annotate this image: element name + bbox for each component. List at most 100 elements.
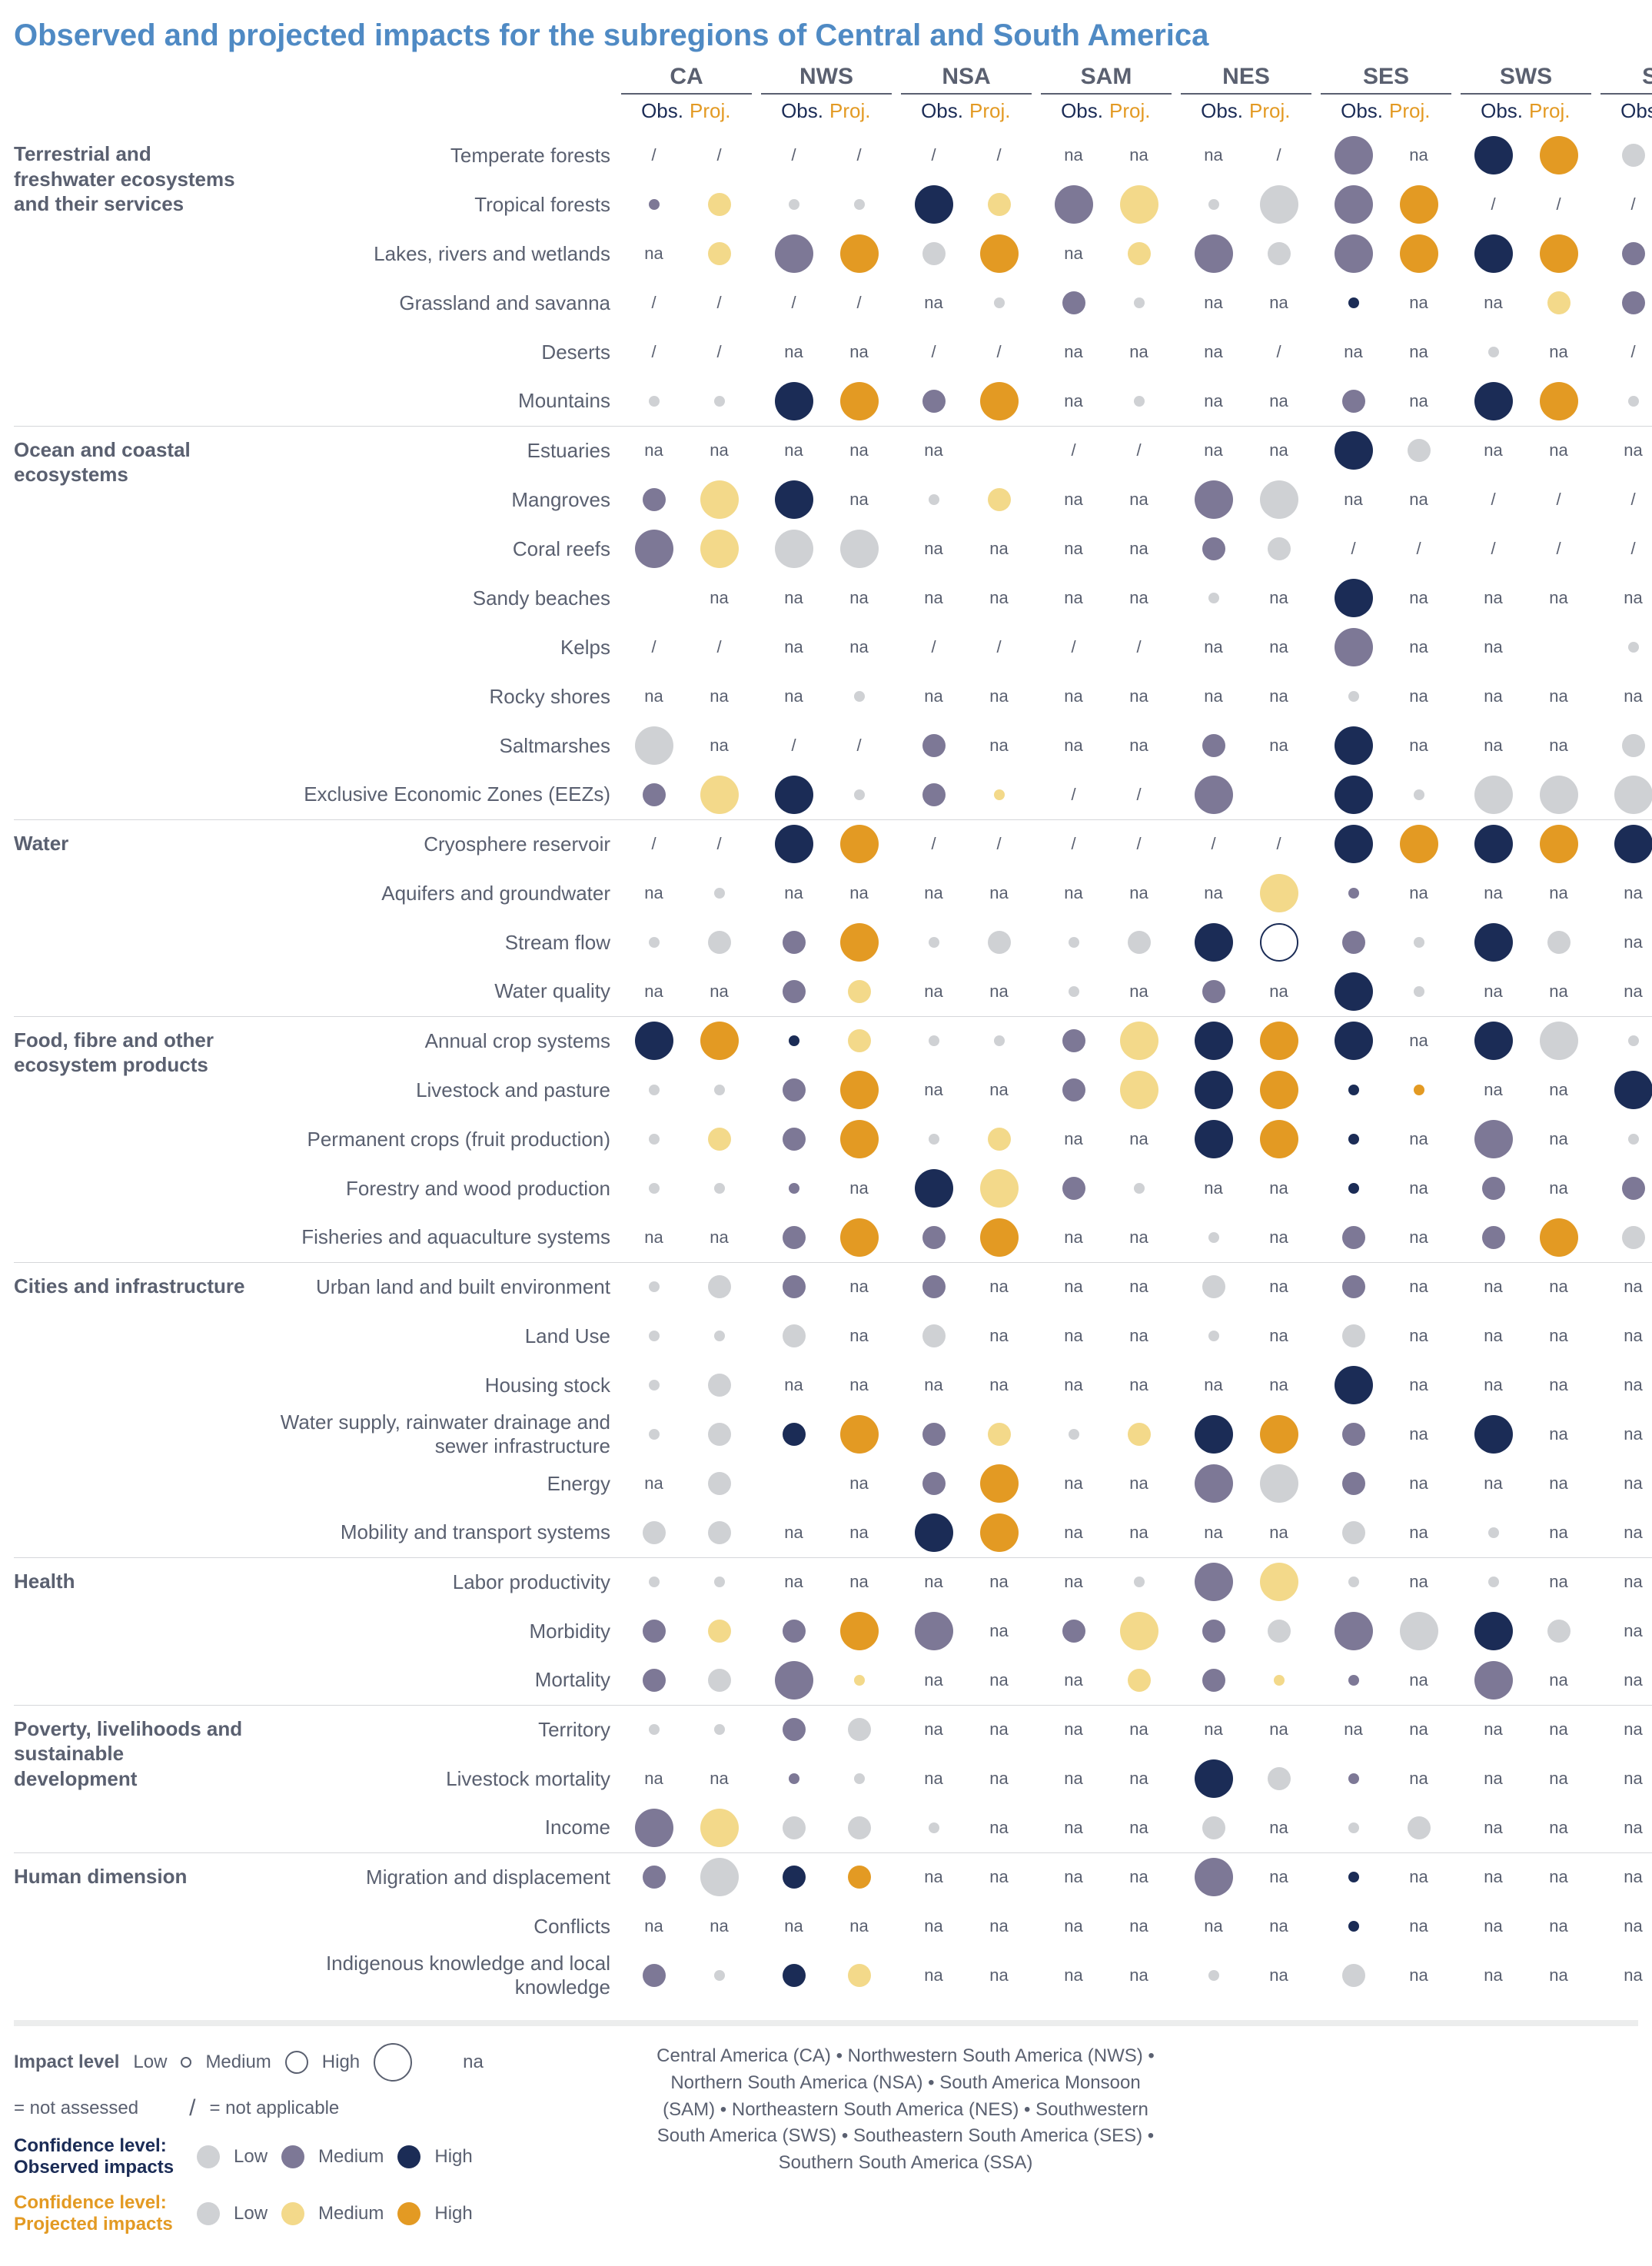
cell-proj: na	[1106, 721, 1172, 770]
cell-obs: na	[1181, 869, 1246, 918]
row-label: Exclusive Economic Zones (EEZs)	[260, 770, 621, 819]
cell-proj: na	[966, 1656, 1032, 1705]
cell-proj	[1106, 1016, 1172, 1065]
region-header: SAM	[1041, 64, 1172, 94]
cell-obs	[761, 475, 826, 524]
cell-proj	[686, 524, 752, 573]
cell-obs: na	[1041, 1361, 1106, 1410]
cell-proj: na	[1246, 377, 1311, 426]
cell-proj	[686, 1016, 752, 1065]
cell-proj	[966, 918, 1032, 967]
cell-proj: na	[826, 623, 892, 672]
cell-proj	[1106, 1410, 1172, 1459]
cell-obs	[1461, 1410, 1526, 1459]
cell-obs	[621, 1951, 686, 2000]
cell-obs: na	[1600, 1459, 1652, 1508]
cell-obs: na	[1041, 229, 1106, 278]
cell-obs	[1321, 770, 1386, 819]
category-label: Ocean and coastal ecosystems	[14, 426, 260, 819]
row-label: Fisheries and aquaculture systems	[260, 1213, 621, 1262]
cell-obs: na	[1041, 1213, 1106, 1262]
cell-proj: na	[1526, 1410, 1591, 1459]
cell-obs	[761, 1262, 826, 1311]
cell-obs: /	[1181, 819, 1246, 869]
cell-proj	[686, 918, 752, 967]
cell-proj: na	[966, 1902, 1032, 1951]
cell-obs	[1181, 1803, 1246, 1852]
proj-header: Proj.	[1386, 94, 1451, 131]
cell-obs: na	[1461, 573, 1526, 623]
cell-obs	[1321, 1852, 1386, 1902]
cell-proj	[1246, 1065, 1311, 1115]
cell-proj: na	[1106, 1902, 1172, 1951]
cell-obs	[761, 524, 826, 573]
cell-obs: na	[901, 1852, 966, 1902]
cell-obs	[1600, 623, 1652, 672]
cell-proj	[966, 1213, 1032, 1262]
cell-proj: na	[1106, 1754, 1172, 1803]
cell-proj: na	[1386, 1951, 1451, 2000]
cell-obs: na	[621, 869, 686, 918]
cell-proj: na	[1106, 573, 1172, 623]
cell-obs	[1181, 1951, 1246, 2000]
obs-header: Obs.	[1181, 94, 1246, 131]
region-header: SSA	[1600, 64, 1652, 94]
cell-proj: /	[1106, 819, 1172, 869]
cell-obs	[1461, 229, 1526, 278]
cell-proj	[1386, 819, 1451, 869]
cell-obs: na	[1600, 1508, 1652, 1557]
cell-proj	[686, 475, 752, 524]
cell-obs: na	[1600, 426, 1652, 475]
cell-obs	[901, 1508, 966, 1557]
cell-proj: na	[686, 1754, 752, 1803]
cell-obs: /	[1600, 475, 1652, 524]
cell-obs	[621, 770, 686, 819]
cell-proj	[826, 1852, 892, 1902]
cell-obs: na	[1321, 475, 1386, 524]
cell-obs	[761, 1754, 826, 1803]
cell-obs	[1321, 1902, 1386, 1951]
cell-proj: na	[1526, 1951, 1591, 2000]
row-label: Housing stock	[260, 1361, 621, 1410]
cell-proj: na	[1526, 1262, 1591, 1311]
cell-obs: na	[1041, 1262, 1106, 1311]
cell-obs: na	[761, 573, 826, 623]
cell-proj: na	[1386, 475, 1451, 524]
cell-obs: na	[1041, 1951, 1106, 2000]
cell-proj	[1106, 1606, 1172, 1656]
cell-obs: /	[1041, 770, 1106, 819]
cell-proj: /	[1526, 180, 1591, 229]
obs-header: Obs.	[621, 94, 686, 131]
row-label: Cryosphere reservoir	[260, 819, 621, 869]
cell-obs: na	[621, 967, 686, 1016]
row-label: Estuaries	[260, 426, 621, 475]
obs-header: Obs.	[901, 94, 966, 131]
cell-proj: /	[1526, 524, 1591, 573]
cell-proj	[826, 377, 892, 426]
cell-obs	[761, 1705, 826, 1754]
cell-proj: na	[1526, 1656, 1591, 1705]
cell-proj: na	[1386, 1410, 1451, 1459]
cell-proj: na	[1526, 967, 1591, 1016]
cell-proj: na	[826, 327, 892, 377]
cell-obs	[761, 1115, 826, 1164]
row-label: Energy	[260, 1459, 621, 1508]
cell-obs: /	[621, 327, 686, 377]
cell-obs: na	[1461, 1902, 1526, 1951]
row-label: Livestock and pasture	[260, 1065, 621, 1115]
cell-obs	[1041, 180, 1106, 229]
cell-obs	[1181, 1262, 1246, 1311]
cell-proj: na	[686, 1213, 752, 1262]
cell-obs: /	[621, 623, 686, 672]
legend-confidence-observed: Confidence level: Observed impacts Low M…	[14, 2135, 613, 2235]
cell-proj	[1526, 918, 1591, 967]
cell-obs	[1600, 278, 1652, 327]
cell-obs	[621, 1115, 686, 1164]
cell-obs: na	[1461, 1311, 1526, 1361]
row-label: Sandy beaches	[260, 573, 621, 623]
cell-proj	[686, 377, 752, 426]
row-label: Mountains	[260, 377, 621, 426]
cell-proj: na	[1526, 869, 1591, 918]
cell-proj: na	[1246, 1902, 1311, 1951]
cell-proj	[826, 1705, 892, 1754]
